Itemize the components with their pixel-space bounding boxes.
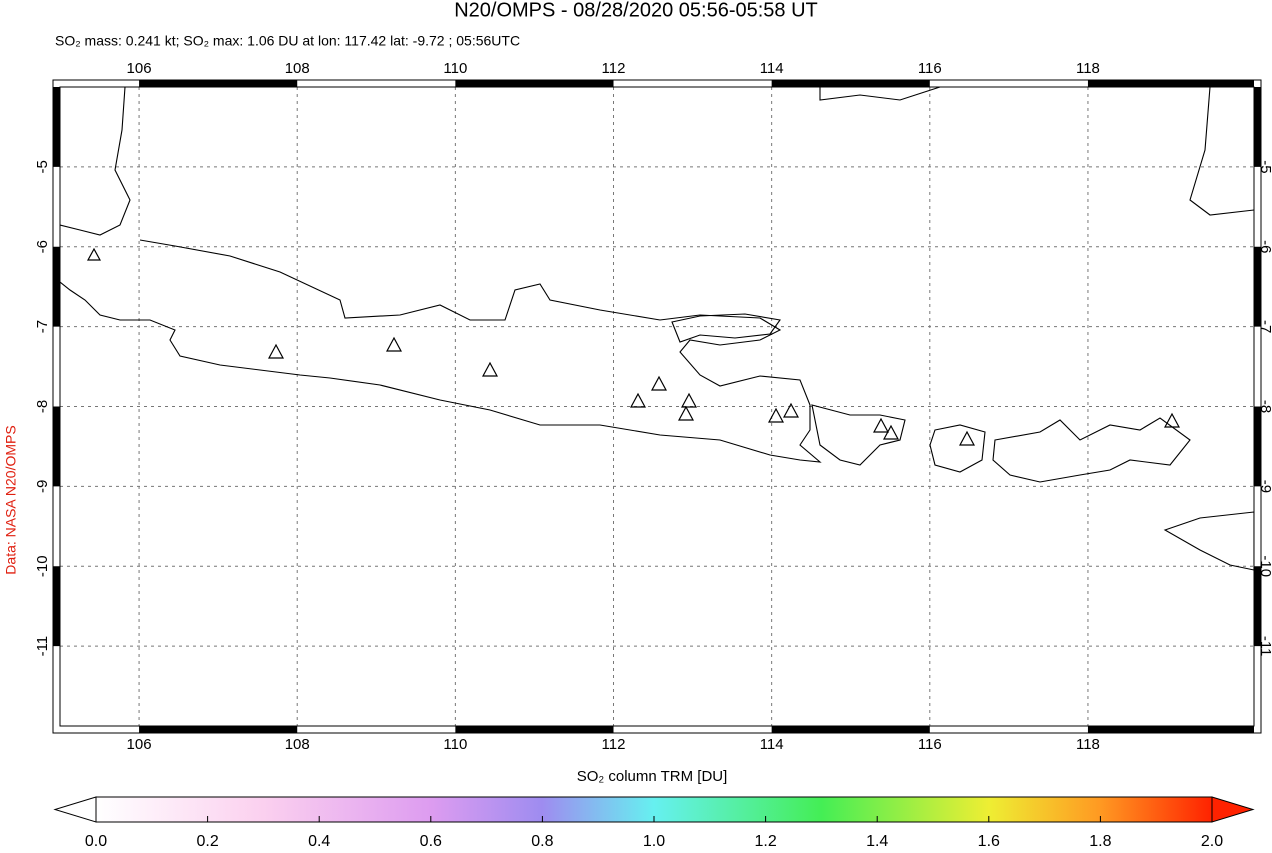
colorbar-tick-label: 2.0	[1201, 833, 1223, 850]
grid	[60, 87, 1254, 726]
colorbar-ticks: 0.0 0.2 0.4 0.6 0.8 1.0 1.2 1.4 1.6 1.8 2.0	[85, 816, 1223, 850]
coastline-java	[60, 239, 822, 463]
frame-band	[771, 80, 930, 87]
frame-band	[455, 80, 614, 87]
y-tick-label-left: -11	[34, 636, 51, 657]
frame-band	[53, 566, 60, 647]
x-tick-label-top: 114	[760, 60, 784, 77]
frame-outline	[52, 79, 1262, 734]
x-tick-label-bottom: 114	[760, 736, 784, 753]
x-tick-label-top: 118	[1076, 60, 1100, 77]
y-tick-label-right: -6	[1257, 240, 1272, 253]
frame-band	[53, 406, 60, 487]
coastline-borneo	[819, 87, 1254, 216]
colorbar-tick-label: 1.2	[754, 833, 776, 850]
x-tick-label-top: 108	[285, 60, 310, 77]
colorbar-tick-label: 0.0	[85, 833, 107, 850]
x-tick-label-bottom: 116	[918, 736, 942, 753]
colorbar-over	[1211, 796, 1255, 823]
x-tick-label-top: 106	[127, 60, 152, 77]
frame-band	[1087, 80, 1254, 87]
frame-band	[455, 726, 614, 733]
x-tick-label-bottom: 110	[443, 736, 467, 753]
volcano	[872, 417, 890, 433]
frame-band	[1254, 566, 1261, 647]
y-tick-label-left: -8	[34, 400, 51, 413]
x-tick-label-bottom: 106	[127, 736, 152, 753]
volcano	[677, 405, 695, 421]
y-tick-label-right: -11	[1257, 636, 1272, 657]
coastline-bali	[811, 404, 906, 466]
x-tick-label-top: 110	[443, 60, 467, 77]
frame-band	[53, 246, 60, 327]
colorbar-tick-label: 0.6	[420, 833, 442, 850]
colorbar-tick-label: 1.0	[643, 833, 665, 850]
coastline-sumbawa	[992, 417, 1191, 483]
subtitle: SO₂ mass: 0.241 kt; SO₂ max: 1.06 DU at …	[55, 33, 520, 49]
volcano	[767, 407, 785, 423]
frame-band	[1254, 246, 1261, 327]
frame-band	[53, 87, 60, 167]
frame-band	[1254, 87, 1261, 167]
colorbar-tick-label: 1.8	[1089, 833, 1111, 850]
y-tick-label-left: -10	[34, 555, 51, 577]
volcano	[782, 402, 800, 418]
frame-band	[771, 726, 930, 733]
x-tick-label-bottom: 108	[285, 736, 310, 753]
coastline-lombok	[929, 424, 986, 473]
y-tick-label-left: -6	[34, 240, 51, 253]
volcano	[385, 336, 403, 352]
colorbar-tick-label: 0.4	[308, 833, 330, 850]
y-tick-label-left: -7	[34, 320, 51, 333]
x-tick-label-bottom: 118	[1076, 736, 1100, 753]
volcanoes	[86, 247, 1181, 446]
volcano	[629, 392, 647, 408]
axis-ticks: 106 106 108 108 110 110 112 112 114 114 116 116 118 1…	[34, 60, 1272, 753]
coastline-sumba	[1163, 511, 1254, 571]
frame-band	[139, 726, 298, 733]
y-tick-label-left: -5	[34, 160, 51, 173]
volcano	[650, 375, 668, 391]
frame-bands	[52, 79, 1262, 734]
title: N20/OMPS - 08/28/2020 05:56-05:58 UT	[454, 0, 818, 21]
x-tick-label-top: 112	[602, 60, 626, 77]
volcano	[1163, 412, 1181, 428]
colorbar-label: SO₂ column TRM [DU]	[577, 768, 728, 785]
volcano	[481, 361, 499, 377]
volcano	[958, 430, 976, 446]
x-tick-label-bottom: 112	[602, 736, 626, 753]
y-tick-label-right: -7	[1257, 320, 1272, 333]
frame-band	[1254, 406, 1261, 487]
y-tick-label-right: -9	[1257, 480, 1272, 493]
credit: Data: NASA N20/OMPS	[3, 425, 19, 574]
frame-band	[139, 80, 298, 87]
frame-band	[1087, 726, 1254, 733]
colorbar-tick-label: 1.6	[978, 833, 1000, 850]
coastline-sumatra	[60, 87, 131, 236]
coastlines	[60, 87, 1254, 571]
colorbar-tick-label: 1.4	[866, 833, 888, 850]
y-tick-label-left: -9	[34, 480, 51, 493]
volcano	[86, 247, 102, 261]
y-tick-label-right: -8	[1257, 400, 1272, 413]
x-tick-label-top: 116	[918, 60, 942, 77]
volcano	[680, 392, 698, 408]
volcano	[267, 343, 285, 359]
y-tick-label-right: -5	[1257, 160, 1272, 173]
colorbar-tick-label: 0.8	[531, 833, 553, 850]
y-tick-label-right: -10	[1257, 555, 1272, 577]
colorbar-under	[53, 796, 97, 823]
volcano	[882, 424, 900, 440]
colorbar-tick-label: 0.2	[196, 833, 218, 850]
coastline-madura	[671, 313, 781, 343]
